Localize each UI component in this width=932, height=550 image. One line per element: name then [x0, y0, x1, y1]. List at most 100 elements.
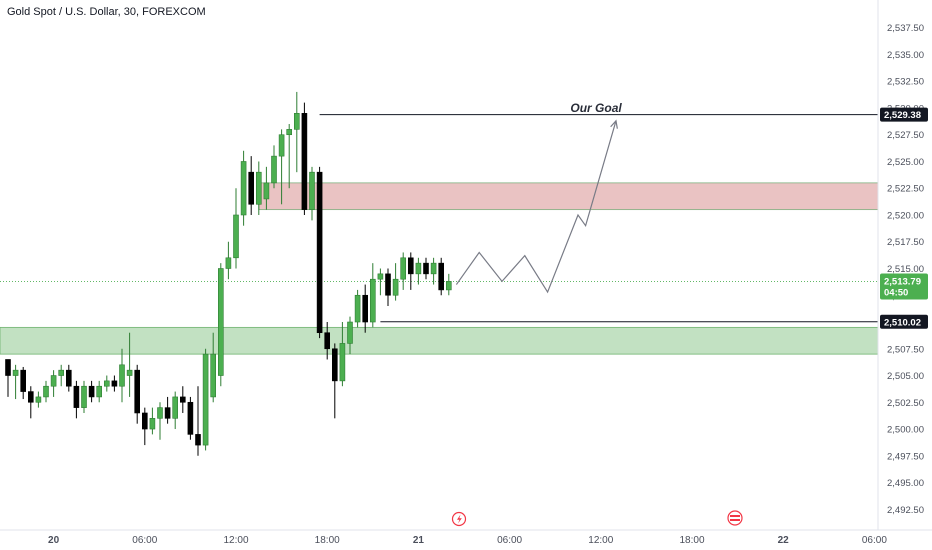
price-tick-label: 2,515.00	[887, 264, 924, 275]
candle-body	[96, 385, 102, 398]
candle-body	[119, 364, 125, 387]
candle-body	[278, 134, 285, 157]
goal-level-badge-label: 2,529.38	[884, 110, 921, 121]
price-tick-label: 2,525.00	[887, 157, 924, 168]
candle-body	[58, 369, 65, 376]
candle-body	[438, 262, 445, 291]
candle-body	[445, 281, 452, 291]
goal-label: Our Goal	[570, 101, 622, 115]
time-tick-label: 06:00	[497, 535, 522, 546]
candle-body	[286, 129, 293, 136]
price-tick-label: 2,520.00	[887, 210, 924, 221]
candle-body	[377, 273, 384, 280]
candle-body	[126, 369, 133, 376]
candle-body	[271, 155, 277, 184]
time-axis[interactable]: 20 06:00 12:00 18:00 21 06:00 12:00 18:00 22 06:0…	[0, 510, 932, 550]
candle-body	[354, 294, 361, 323]
time-tick-label: 18:00	[679, 535, 704, 546]
candle-body	[180, 396, 186, 403]
candle-body	[369, 278, 376, 323]
symbol-title[interactable]: Gold Spot / U.S. Dollar, 30, FOREXCOM	[7, 6, 206, 18]
candle-body	[218, 268, 224, 376]
candle-body	[263, 182, 270, 200]
price-tick-label: 2,492.50	[887, 505, 924, 516]
candle-body	[210, 353, 216, 398]
candle-body	[73, 385, 80, 408]
candle-body	[149, 418, 156, 430]
candle-body	[157, 407, 163, 419]
support-level-badge-label: 2,510.02	[884, 317, 921, 328]
projection-layer: Our Goal	[455, 101, 622, 294]
candle-body	[81, 385, 87, 408]
support-zone	[0, 326, 879, 355]
price-tick-label: 2,495.00	[887, 478, 924, 489]
projection-arrow-head	[610, 119, 618, 129]
support-level-badge	[880, 314, 928, 329]
time-tick-label: 06:00	[132, 535, 157, 546]
time-tick-label: 06:00	[862, 535, 887, 546]
candle-body	[248, 171, 254, 205]
zone-layer	[0, 182, 879, 355]
resistance-zone	[258, 182, 879, 211]
candle-body	[164, 407, 171, 419]
candle-body	[187, 401, 194, 435]
price-tick-label: 2,527.50	[887, 130, 924, 141]
price-tick-label: 2,535.00	[887, 50, 924, 61]
candle-body	[88, 385, 95, 398]
candle-body	[347, 321, 353, 344]
candle-body	[385, 273, 391, 296]
projection-path	[455, 120, 617, 294]
candle-body	[400, 257, 407, 280]
price-tick-label: 2,522.50	[887, 184, 924, 195]
candle-body	[134, 369, 140, 414]
candle-body	[301, 113, 308, 210]
candle-body	[5, 359, 11, 376]
candle-body	[104, 380, 110, 387]
candle-body	[324, 332, 331, 350]
candle-body	[293, 113, 300, 130]
candle-body	[316, 171, 323, 334]
time-tick-label: 20	[48, 535, 60, 546]
time-tick-label: 21	[413, 535, 425, 546]
time-tick-label: 22	[778, 535, 790, 546]
candle-body	[423, 262, 429, 275]
candle-body	[12, 369, 19, 376]
candle-body	[255, 171, 262, 205]
flag-stripe-icon	[730, 515, 740, 517]
price-tick-label: 2,497.50	[887, 451, 924, 462]
price-tick-label: 2,517.50	[887, 237, 924, 248]
flag-stripe-icon	[730, 519, 740, 521]
candle-body	[43, 385, 49, 398]
candle-layer	[5, 91, 452, 456]
candle-body	[172, 396, 178, 419]
candle-body	[362, 294, 369, 323]
price-tick-label: 2,500.00	[887, 425, 924, 436]
lightning-glyph-icon	[457, 514, 462, 524]
time-tick-label: 12:00	[223, 535, 248, 546]
current-price-label: 2,513.79	[884, 276, 921, 287]
candle-body	[240, 161, 247, 216]
candle-body	[415, 262, 422, 275]
level-layer	[0, 114, 878, 323]
candle-body	[339, 343, 346, 382]
price-tick-label: 2,505.00	[887, 371, 924, 382]
candle-body	[407, 257, 414, 275]
current-price-badge	[880, 273, 928, 300]
bar-countdown-label: 04:50	[884, 287, 908, 298]
candle-body	[225, 257, 232, 269]
price-tick-label: 2,502.50	[887, 398, 924, 409]
price-tick-label: 2,537.50	[887, 23, 924, 34]
candle-body	[27, 391, 34, 403]
candle-body	[202, 353, 209, 446]
goal-level-badge	[880, 107, 928, 122]
candle-body	[111, 380, 118, 387]
candle-body	[66, 369, 72, 387]
candle-body	[430, 262, 437, 275]
candle-body	[392, 278, 399, 296]
candle-body	[142, 412, 148, 430]
candle-body	[233, 214, 239, 259]
candle-body	[331, 348, 338, 382]
candle-body	[50, 375, 57, 387]
